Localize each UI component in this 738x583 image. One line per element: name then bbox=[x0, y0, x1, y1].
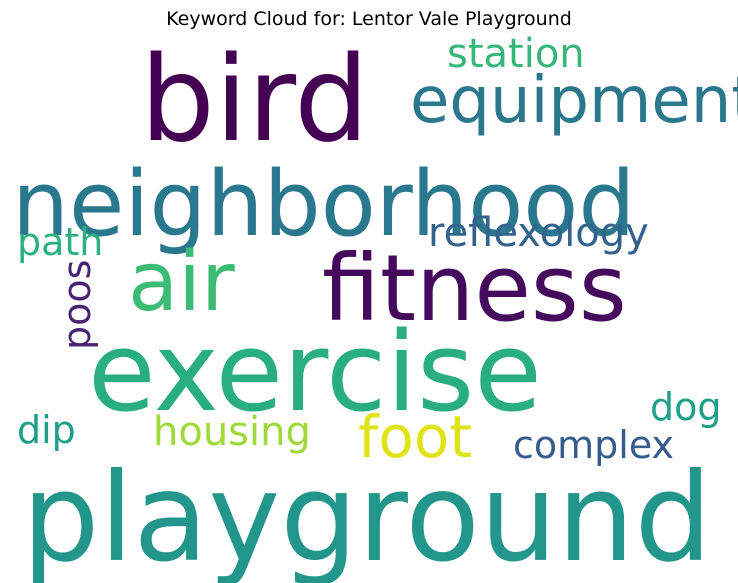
word-complex: complex bbox=[513, 423, 674, 467]
word-foot: foot bbox=[358, 403, 472, 471]
word-exercise: exercise bbox=[88, 308, 542, 436]
word-dip: dip bbox=[17, 408, 76, 452]
word-poos: poos bbox=[55, 260, 99, 350]
word-path: path bbox=[17, 220, 103, 264]
chart-title: Keyword Cloud for: Lentor Vale Playgroun… bbox=[166, 8, 572, 30]
word-station: station bbox=[447, 31, 585, 77]
word-air: air bbox=[128, 235, 235, 330]
word-dog: dog bbox=[650, 385, 722, 429]
word-neighborhood: neighborhood bbox=[12, 152, 636, 257]
word-equipment: equipment bbox=[410, 64, 738, 138]
word-bird: bird bbox=[140, 30, 369, 168]
word-housing: housing bbox=[153, 409, 311, 455]
word-fitness: fitness bbox=[322, 235, 627, 342]
word-playground: playground bbox=[22, 447, 712, 583]
word-reflexology: reflexology bbox=[428, 210, 649, 256]
